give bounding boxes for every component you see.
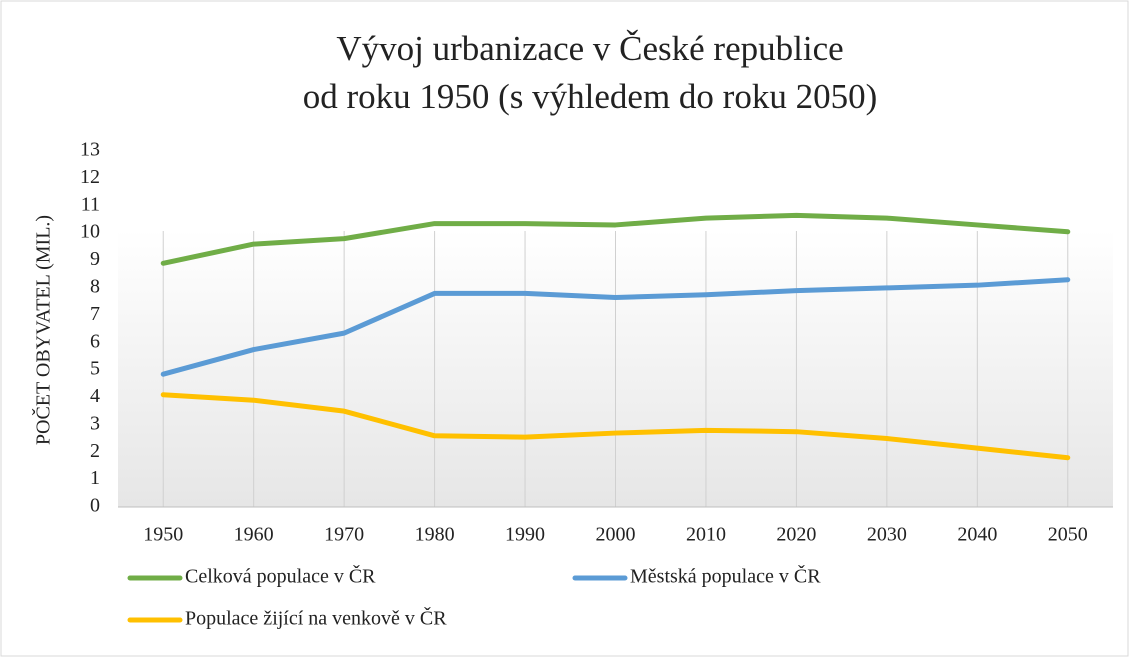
y-tick-label: 9: [90, 248, 100, 270]
y-tick-label: 3: [90, 412, 100, 434]
y-tick-label: 2: [90, 440, 100, 462]
y-tick-label: 10: [80, 221, 100, 243]
x-tick-label: 1950: [143, 524, 183, 546]
x-tick-label: 2010: [686, 524, 726, 546]
x-tick-label: 2040: [957, 524, 997, 546]
x-tick-label: 2030: [867, 524, 907, 546]
series-line: [160, 212, 1071, 266]
legend-label: Městská populace v ČR: [630, 564, 821, 588]
legend-label: Celková populace v ČR: [185, 564, 376, 588]
y-tick-label: 6: [90, 330, 100, 352]
chart-title: Vývoj urbanizace v České republice: [336, 28, 843, 68]
legend-label: Populace žijící na venkově v ČR: [185, 606, 447, 630]
x-tick-label: 1960: [234, 524, 274, 546]
y-tick-label: 0: [90, 495, 100, 517]
y-tick-label: 4: [90, 385, 100, 407]
y-tick-label: 7: [90, 303, 100, 325]
y-axis-label: POČET OBYVATEL (MIL.): [31, 215, 55, 445]
x-tick-label: 2020: [776, 524, 816, 546]
chart-title: od roku 1950 (s výhledem do roku 2050): [303, 77, 878, 116]
x-tick-label: 2050: [1048, 524, 1088, 546]
series-line: [160, 277, 1071, 377]
y-tick-label: 5: [90, 358, 100, 380]
y-tick-label: 13: [80, 139, 100, 161]
x-tick-label: 1970: [324, 524, 364, 546]
series-line: [160, 392, 1071, 461]
y-tick-label: 1: [90, 467, 100, 489]
y-tick-label: 8: [90, 276, 100, 298]
y-tick-label: 12: [80, 166, 100, 188]
x-tick-label: 1990: [505, 524, 545, 546]
x-tick-label: 2000: [596, 524, 636, 546]
x-tick-label: 1980: [415, 524, 455, 546]
y-tick-label: 11: [81, 193, 100, 215]
